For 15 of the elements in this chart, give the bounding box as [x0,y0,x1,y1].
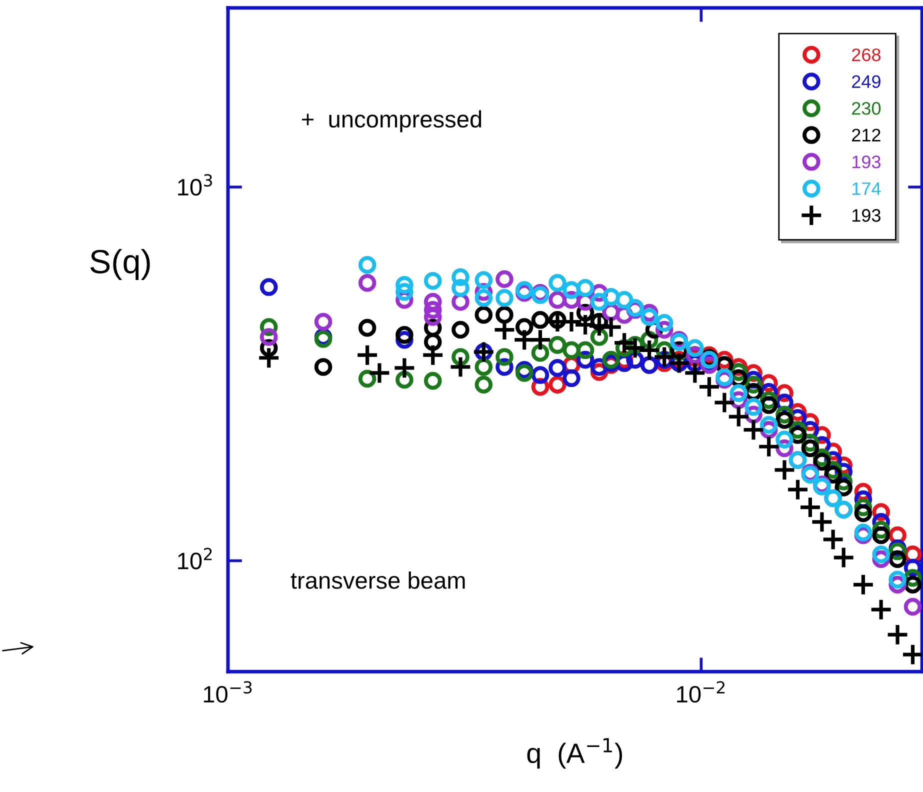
x-axis-title: q (A$^{−1}$) [527,738,622,769]
legend-label: 193 [852,156,880,168]
y-tick-label: 10$^{2}$ [178,548,212,570]
legend-label: 230 [852,102,881,115]
legend-label: 193 [852,209,880,222]
annotation: + uncompressed [302,110,482,132]
annotation: transverse beam [290,572,465,589]
legend-label: 174 [852,182,881,195]
y-axis-title: S(q) [90,248,150,280]
x-tick-label: 10$^{−3}$ [204,681,252,703]
x-tick-label: 10$^{−2}$ [677,681,725,703]
y-tick-label: 10$^{3}$ [178,174,212,196]
legend-label: 212 [852,128,880,142]
legend-label: 268 [852,48,880,62]
legend-label: 249 [852,75,880,88]
